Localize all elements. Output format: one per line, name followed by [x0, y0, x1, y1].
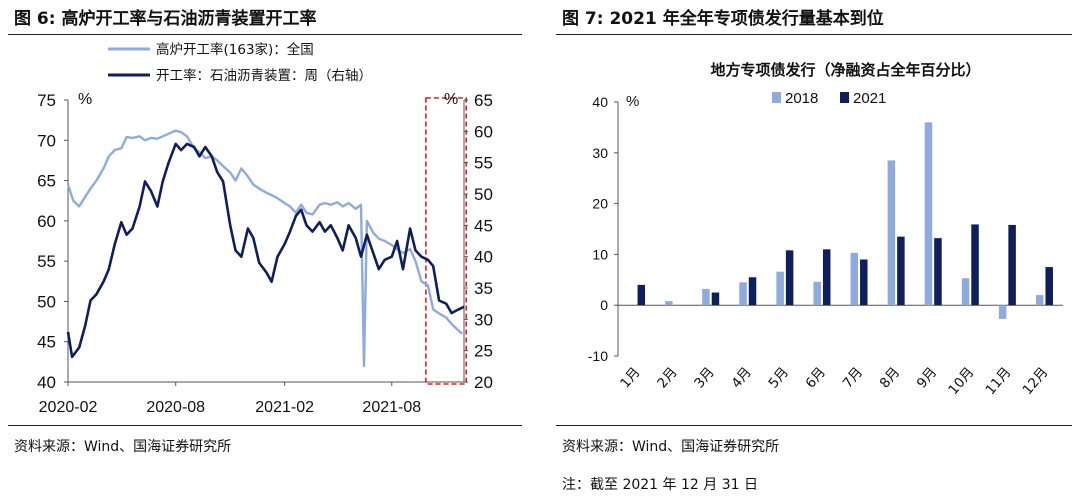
legend-label-1: 高炉开工率(163家)：全国: [156, 41, 314, 58]
x-tick-label: 2021-08: [362, 399, 421, 416]
bar-2018-12: [1035, 295, 1044, 306]
right-y-tick-label: 55: [474, 154, 493, 173]
bar-2018-11: [998, 305, 1007, 319]
x-tick-label: 2020-08: [146, 399, 205, 416]
right-y-tick-label: 40: [474, 248, 493, 267]
left-y-tick-label: 40: [37, 373, 56, 392]
bar-2021-4: [748, 277, 757, 306]
bar-2018-2: [665, 301, 673, 306]
x-tick-label: 5月: [765, 364, 791, 391]
bar-2018-9: [924, 122, 933, 306]
figure-6-panel: 图 6: 高炉开工率与石油沥青装置开工率 高炉开工率(163家)：全国开工率：石…: [0, 0, 530, 501]
x-tick-label: 1月: [617, 364, 643, 391]
left-y-unit: %: [78, 91, 92, 108]
bar-2018-3: [702, 288, 710, 306]
left-y-tick-label: 45: [37, 333, 56, 352]
figure-7-panel: 图 7: 2021 年全年专项债发行量基本到位 地方专项债发行（净融资占全年百分…: [548, 0, 1080, 501]
bar-2018-8: [887, 160, 896, 306]
x-tick-label: 9月: [914, 364, 940, 391]
legend-label-2: 开工率：石油沥青装置：周（右轴）: [156, 67, 372, 84]
figure-6-source: 资料来源：Wind、国海证券研究所: [14, 439, 232, 455]
bar-2018-4: [739, 282, 747, 306]
left-y-tick-label: 60: [37, 212, 56, 231]
x-tick-label: 11月: [982, 364, 1014, 398]
left-y-tick-label: 50: [37, 292, 56, 311]
figure-7-bottom-rule: [556, 425, 1072, 426]
x-tick-label: 2021-02: [255, 399, 314, 416]
bar-2021-9: [934, 238, 942, 306]
bar-2018-5: [776, 271, 784, 306]
right-y-tick-label: 30: [474, 310, 493, 329]
legend-swatch-2021: [840, 92, 849, 103]
right-y-tick-label: 45: [474, 216, 493, 235]
x-tick-label: 8月: [877, 364, 903, 391]
special-bond-issuance-chart: 地方专项债发行（净融资占全年百分比） 2018 2021 -10 0 10 20 30 40 % 1…: [588, 61, 1063, 398]
y-tick-label: -10: [588, 348, 608, 364]
figure-6-bottom-rule: [8, 425, 522, 426]
bar-2018-7: [850, 252, 859, 306]
bar-2018-10: [961, 278, 970, 306]
right-y-tick-label: 35: [474, 279, 493, 298]
x-tick-label: 2020-02: [39, 399, 98, 416]
figure-6-top-rule: [8, 34, 522, 35]
bar-2021-8: [897, 236, 905, 306]
figure-7-note: 注：截至 2021 年 12 月 31 日: [562, 477, 758, 493]
left-y-tick-label: 55: [37, 252, 56, 271]
right-y-unit: %: [444, 91, 458, 108]
figure-7-source: 资料来源：Wind、国海证券研究所: [562, 439, 780, 455]
y-tick-label: 0: [600, 297, 608, 313]
figure-7-top-rule: [556, 34, 1072, 35]
legend-label-2018: 2018: [785, 90, 818, 107]
right-y-tick-label: 65: [474, 91, 493, 110]
right-y-tick-label: 50: [474, 185, 493, 204]
y-tick-label: 40: [592, 94, 608, 110]
x-tick-label: 10月: [945, 364, 977, 398]
bar-2021-3: [711, 292, 720, 306]
bar-2021-1: [637, 284, 646, 306]
figure-7-title: 图 7: 2021 年全年专项债发行量基本到位: [562, 9, 884, 29]
bar-2021-6: [822, 249, 831, 306]
x-tick-label: 12月: [1020, 364, 1052, 398]
left-y-tick-label: 75: [37, 91, 56, 110]
y-tick-label: 20: [592, 196, 608, 212]
legend-label-2021: 2021: [853, 90, 886, 107]
highlight-dashed-box: [425, 97, 468, 385]
bar-2021-12: [1045, 267, 1053, 306]
x-tick-label: 3月: [691, 364, 717, 391]
left-y-tick-label: 65: [37, 172, 56, 191]
y-tick-label: 30: [592, 145, 608, 161]
bar-2021-5: [785, 250, 794, 306]
y-tick-label: 10: [592, 246, 608, 262]
bar-2021-11: [1008, 224, 1016, 306]
x-tick-label: 4月: [728, 364, 754, 391]
left-y-tick-label: 70: [37, 131, 56, 150]
series-line-2: [66, 142, 465, 359]
figure-6-title: 图 6: 高炉开工率与石油沥青装置开工率: [14, 9, 317, 29]
y-unit: %: [626, 93, 639, 110]
series-line-1: [66, 129, 463, 368]
bar-2021-7: [860, 259, 868, 306]
chart-subtitle: 地方专项债发行（净融资占全年百分比）: [710, 61, 980, 79]
right-y-tick-label: 25: [474, 342, 493, 361]
x-tick-label: 6月: [803, 364, 829, 391]
bar-2021-10: [971, 224, 979, 306]
right-y-tick-label: 20: [474, 373, 493, 392]
right-y-tick-label: 60: [474, 122, 493, 141]
legend-swatch-2018: [772, 92, 781, 103]
bar-2018-6: [813, 281, 821, 306]
x-tick-label: 7月: [840, 364, 866, 391]
x-tick-label: 2月: [654, 364, 680, 391]
